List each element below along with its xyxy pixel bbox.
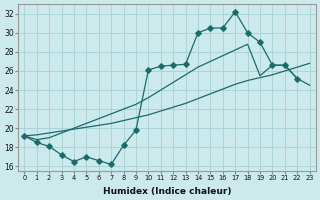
X-axis label: Humidex (Indice chaleur): Humidex (Indice chaleur) [103,187,231,196]
